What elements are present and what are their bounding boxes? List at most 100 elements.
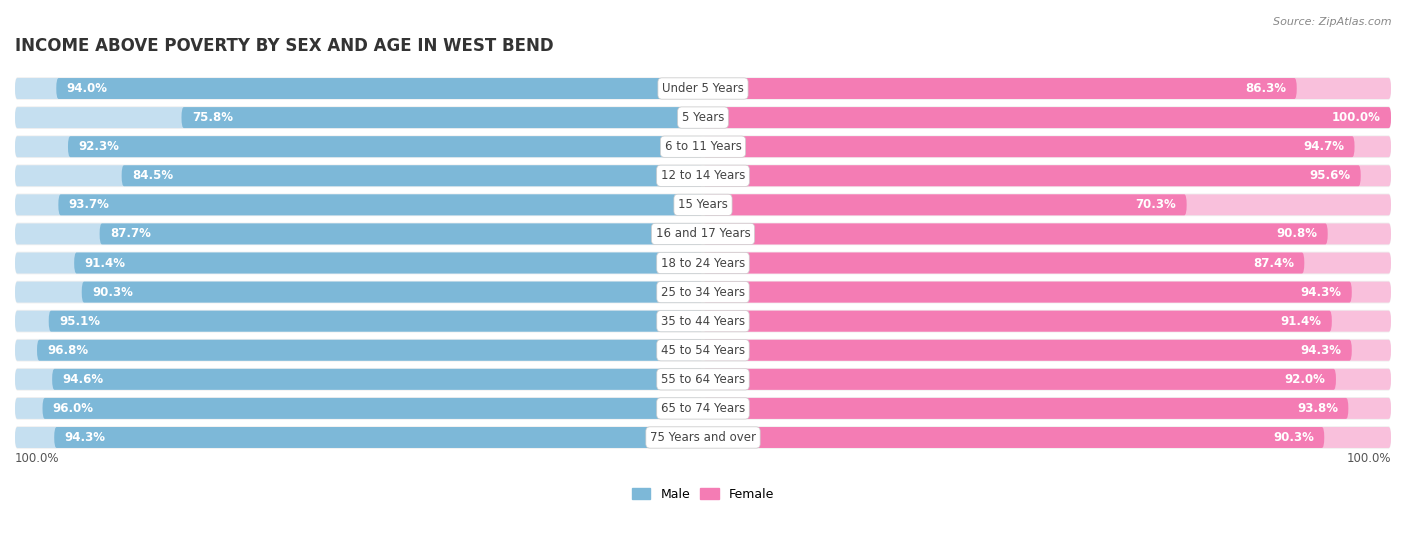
Text: 92.3%: 92.3%: [79, 140, 120, 153]
FancyBboxPatch shape: [15, 310, 1391, 333]
FancyBboxPatch shape: [82, 282, 703, 302]
Text: 91.4%: 91.4%: [1281, 315, 1322, 328]
FancyBboxPatch shape: [75, 253, 703, 273]
FancyBboxPatch shape: [703, 107, 1391, 128]
FancyBboxPatch shape: [15, 107, 703, 128]
FancyBboxPatch shape: [52, 369, 703, 390]
FancyBboxPatch shape: [703, 195, 1187, 215]
FancyBboxPatch shape: [15, 164, 1391, 187]
FancyBboxPatch shape: [15, 222, 1391, 245]
FancyBboxPatch shape: [15, 339, 1391, 362]
FancyBboxPatch shape: [703, 311, 1391, 331]
Text: 84.5%: 84.5%: [132, 169, 173, 182]
FancyBboxPatch shape: [58, 195, 703, 215]
FancyBboxPatch shape: [703, 369, 1391, 390]
Text: 90.8%: 90.8%: [1277, 228, 1317, 240]
Text: 100.0%: 100.0%: [1347, 452, 1391, 465]
FancyBboxPatch shape: [703, 398, 1391, 419]
FancyBboxPatch shape: [15, 78, 703, 99]
FancyBboxPatch shape: [15, 253, 703, 273]
FancyBboxPatch shape: [703, 340, 1351, 361]
FancyBboxPatch shape: [15, 195, 703, 215]
Text: 75.8%: 75.8%: [191, 111, 233, 124]
FancyBboxPatch shape: [15, 281, 1391, 304]
FancyBboxPatch shape: [49, 311, 703, 331]
Text: 5 Years: 5 Years: [682, 111, 724, 124]
FancyBboxPatch shape: [703, 136, 1391, 157]
FancyBboxPatch shape: [15, 398, 703, 419]
Text: 87.7%: 87.7%: [110, 228, 150, 240]
Text: 25 to 34 Years: 25 to 34 Years: [661, 286, 745, 299]
FancyBboxPatch shape: [703, 253, 1391, 273]
Text: 94.3%: 94.3%: [1301, 286, 1341, 299]
FancyBboxPatch shape: [703, 253, 1305, 273]
FancyBboxPatch shape: [15, 193, 1391, 216]
Text: 55 to 64 Years: 55 to 64 Years: [661, 373, 745, 386]
Text: 45 to 54 Years: 45 to 54 Years: [661, 344, 745, 357]
Text: 95.1%: 95.1%: [59, 315, 100, 328]
FancyBboxPatch shape: [703, 398, 1348, 419]
Text: 94.3%: 94.3%: [1301, 344, 1341, 357]
FancyBboxPatch shape: [15, 369, 703, 390]
Text: 18 to 24 Years: 18 to 24 Years: [661, 257, 745, 269]
FancyBboxPatch shape: [15, 165, 703, 186]
Text: 75 Years and over: 75 Years and over: [650, 431, 756, 444]
Text: 12 to 14 Years: 12 to 14 Years: [661, 169, 745, 182]
FancyBboxPatch shape: [15, 427, 703, 448]
FancyBboxPatch shape: [55, 427, 703, 448]
FancyBboxPatch shape: [67, 136, 703, 157]
FancyBboxPatch shape: [122, 165, 703, 186]
Text: 93.8%: 93.8%: [1296, 402, 1339, 415]
FancyBboxPatch shape: [703, 282, 1351, 302]
FancyBboxPatch shape: [703, 78, 1296, 99]
Text: Source: ZipAtlas.com: Source: ZipAtlas.com: [1274, 17, 1392, 27]
Text: 87.4%: 87.4%: [1253, 257, 1294, 269]
FancyBboxPatch shape: [703, 165, 1391, 186]
Text: 90.3%: 90.3%: [91, 286, 134, 299]
Text: 94.6%: 94.6%: [62, 373, 104, 386]
FancyBboxPatch shape: [703, 107, 1391, 128]
FancyBboxPatch shape: [15, 340, 703, 361]
FancyBboxPatch shape: [15, 426, 1391, 449]
Text: 35 to 44 Years: 35 to 44 Years: [661, 315, 745, 328]
FancyBboxPatch shape: [703, 427, 1391, 448]
Text: 94.7%: 94.7%: [1303, 140, 1344, 153]
FancyBboxPatch shape: [703, 195, 1391, 215]
FancyBboxPatch shape: [703, 427, 1324, 448]
FancyBboxPatch shape: [703, 282, 1391, 302]
Text: 70.3%: 70.3%: [1136, 198, 1177, 211]
Text: 93.7%: 93.7%: [69, 198, 110, 211]
Text: 86.3%: 86.3%: [1246, 82, 1286, 95]
FancyBboxPatch shape: [703, 340, 1391, 361]
FancyBboxPatch shape: [15, 77, 1391, 100]
FancyBboxPatch shape: [703, 311, 1331, 331]
Text: INCOME ABOVE POVERTY BY SEX AND AGE IN WEST BEND: INCOME ABOVE POVERTY BY SEX AND AGE IN W…: [15, 37, 554, 55]
FancyBboxPatch shape: [181, 107, 703, 128]
FancyBboxPatch shape: [15, 224, 703, 244]
FancyBboxPatch shape: [15, 136, 703, 157]
FancyBboxPatch shape: [15, 397, 1391, 420]
Text: 91.4%: 91.4%: [84, 257, 125, 269]
Text: 96.0%: 96.0%: [53, 402, 94, 415]
FancyBboxPatch shape: [703, 224, 1327, 244]
FancyBboxPatch shape: [15, 282, 703, 302]
Legend: Male, Female: Male, Female: [627, 483, 779, 506]
Text: 96.8%: 96.8%: [48, 344, 89, 357]
FancyBboxPatch shape: [703, 136, 1354, 157]
Text: 95.6%: 95.6%: [1309, 169, 1350, 182]
FancyBboxPatch shape: [56, 78, 703, 99]
Text: 90.3%: 90.3%: [1272, 431, 1315, 444]
FancyBboxPatch shape: [703, 369, 1336, 390]
Text: 100.0%: 100.0%: [15, 452, 59, 465]
Text: 94.3%: 94.3%: [65, 431, 105, 444]
FancyBboxPatch shape: [703, 78, 1391, 99]
Text: 6 to 11 Years: 6 to 11 Years: [665, 140, 741, 153]
FancyBboxPatch shape: [703, 165, 1361, 186]
FancyBboxPatch shape: [100, 224, 703, 244]
FancyBboxPatch shape: [15, 135, 1391, 158]
FancyBboxPatch shape: [15, 106, 1391, 129]
Text: 92.0%: 92.0%: [1285, 373, 1326, 386]
FancyBboxPatch shape: [15, 368, 1391, 391]
Text: 94.0%: 94.0%: [66, 82, 108, 95]
FancyBboxPatch shape: [15, 252, 1391, 274]
